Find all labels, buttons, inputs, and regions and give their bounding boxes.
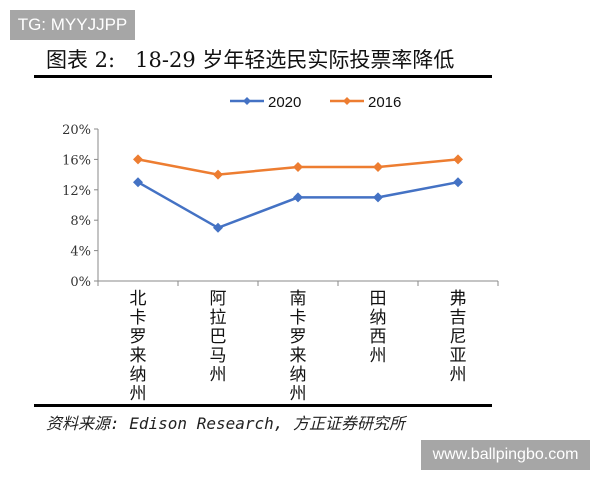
x-tick-label-char: 纳 (290, 365, 307, 385)
x-tick-label-char: 西 (370, 327, 387, 347)
x-tick-label-char: 北 (130, 289, 147, 309)
x-tick-label-char: 尼 (450, 327, 467, 347)
y-tick-label: 0% (70, 275, 91, 290)
x-tick-label-char: 卡 (130, 308, 147, 328)
x-tick-label-char: 来 (130, 346, 147, 366)
legend-marker-2020 (243, 97, 251, 105)
x-tick-label-char: 罗 (130, 327, 147, 347)
data-point-2016 (453, 154, 463, 165)
source-note: 资料来源: Edison Research, 方正证券研究所 (46, 414, 406, 433)
y-tick-label: 12% (62, 184, 91, 199)
x-tick-label-char: 州 (130, 384, 147, 404)
series-line-2020 (137, 180, 459, 230)
watermark-top: TG: MYYJJPP (10, 10, 135, 40)
data-point-2016 (373, 162, 383, 172)
data-point-2020 (373, 192, 383, 203)
y-tick-label: 16% (62, 153, 91, 168)
data-point-2016 (213, 169, 223, 180)
x-tick-label-char: 州 (290, 384, 307, 404)
x-tick-label-char: 州 (450, 365, 467, 385)
data-point-2020 (133, 177, 143, 188)
legend-label-2020: 2020 (268, 94, 301, 111)
figure-title: 图表 2: 18-29 岁年轻选民实际投票率降低 (46, 48, 455, 72)
x-tick-label-char: 马 (210, 346, 227, 366)
legend-marker-2016 (343, 97, 351, 105)
data-point-2020 (213, 222, 223, 233)
data-point-2020 (453, 177, 463, 188)
x-tick-label-char: 弗 (450, 289, 467, 309)
x-tick-label-char: 南 (290, 289, 307, 309)
data-point-2016 (293, 162, 303, 172)
x-tick-label-char: 纳 (370, 308, 387, 328)
data-point-2020 (293, 192, 303, 203)
x-tick-label-char: 阿 (210, 289, 227, 309)
x-tick-label-char: 来 (290, 346, 307, 366)
title-rule (34, 75, 492, 78)
x-tick-label-char: 田 (370, 289, 387, 309)
x-tick-label-char: 吉 (450, 308, 467, 328)
data-point-2016 (133, 154, 143, 165)
x-tick-label-char: 纳 (130, 365, 147, 385)
x-tick-label-char: 巴 (210, 327, 227, 347)
y-tick-label: 8% (70, 214, 91, 229)
x-tick-label-char: 亚 (450, 346, 467, 366)
x-tick-label-char: 拉 (210, 308, 227, 328)
x-tick-label-char: 罗 (290, 327, 307, 347)
x-tick-label-char: 州 (210, 365, 227, 385)
y-tick-label: 20% (62, 123, 91, 138)
x-tick-label-char: 州 (370, 346, 387, 366)
watermark-bottom: www.ballpingbo.com (421, 440, 590, 470)
y-tick-label: 4% (70, 245, 91, 260)
source-rule (34, 404, 492, 407)
x-tick-label-char: 卡 (290, 308, 307, 328)
legend-label-2016: 2016 (368, 94, 401, 111)
